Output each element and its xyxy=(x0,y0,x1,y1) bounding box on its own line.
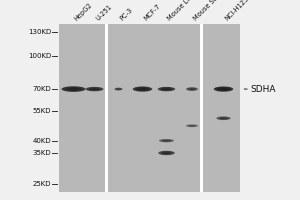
Text: PC-3: PC-3 xyxy=(118,7,134,22)
Ellipse shape xyxy=(188,125,196,127)
Ellipse shape xyxy=(159,139,174,142)
Ellipse shape xyxy=(65,87,82,91)
Ellipse shape xyxy=(214,86,233,92)
Ellipse shape xyxy=(133,86,152,92)
Ellipse shape xyxy=(220,118,226,119)
Ellipse shape xyxy=(186,124,198,127)
Ellipse shape xyxy=(116,88,122,90)
Bar xyxy=(200,24,202,192)
Text: 70KD: 70KD xyxy=(32,86,51,92)
Ellipse shape xyxy=(158,151,175,155)
Bar xyxy=(58,24,240,192)
Ellipse shape xyxy=(163,152,170,154)
Ellipse shape xyxy=(161,151,172,155)
Ellipse shape xyxy=(160,88,172,91)
Ellipse shape xyxy=(158,87,175,91)
Text: 40KD: 40KD xyxy=(32,138,51,144)
Text: 100KD: 100KD xyxy=(28,53,51,59)
Ellipse shape xyxy=(161,140,172,142)
Text: Mouse Liver: Mouse Liver xyxy=(167,0,199,22)
Text: 130KD: 130KD xyxy=(28,29,51,35)
Ellipse shape xyxy=(61,86,85,92)
Ellipse shape xyxy=(136,87,149,91)
Ellipse shape xyxy=(85,87,103,91)
Text: 35KD: 35KD xyxy=(32,150,51,156)
Ellipse shape xyxy=(190,125,194,126)
Text: Mouse Stomach: Mouse Stomach xyxy=(192,0,234,22)
Ellipse shape xyxy=(117,89,120,90)
Ellipse shape xyxy=(91,88,98,90)
Ellipse shape xyxy=(88,88,101,91)
Ellipse shape xyxy=(218,117,229,120)
Ellipse shape xyxy=(139,88,146,90)
Bar xyxy=(105,24,108,192)
Ellipse shape xyxy=(220,88,227,90)
Text: NCI-H125: NCI-H125 xyxy=(224,0,250,22)
Ellipse shape xyxy=(188,88,196,90)
Ellipse shape xyxy=(216,116,231,120)
Text: HepG2: HepG2 xyxy=(74,2,94,22)
Text: U-251: U-251 xyxy=(94,4,113,22)
Text: MCF-7: MCF-7 xyxy=(142,3,161,22)
Ellipse shape xyxy=(164,140,169,141)
Ellipse shape xyxy=(69,88,78,90)
Ellipse shape xyxy=(190,88,194,90)
Text: 25KD: 25KD xyxy=(32,181,51,187)
Text: SDHA: SDHA xyxy=(250,85,276,94)
Ellipse shape xyxy=(114,88,123,90)
Ellipse shape xyxy=(217,87,230,91)
Ellipse shape xyxy=(186,87,198,91)
Text: 55KD: 55KD xyxy=(32,108,51,114)
Ellipse shape xyxy=(163,88,170,90)
